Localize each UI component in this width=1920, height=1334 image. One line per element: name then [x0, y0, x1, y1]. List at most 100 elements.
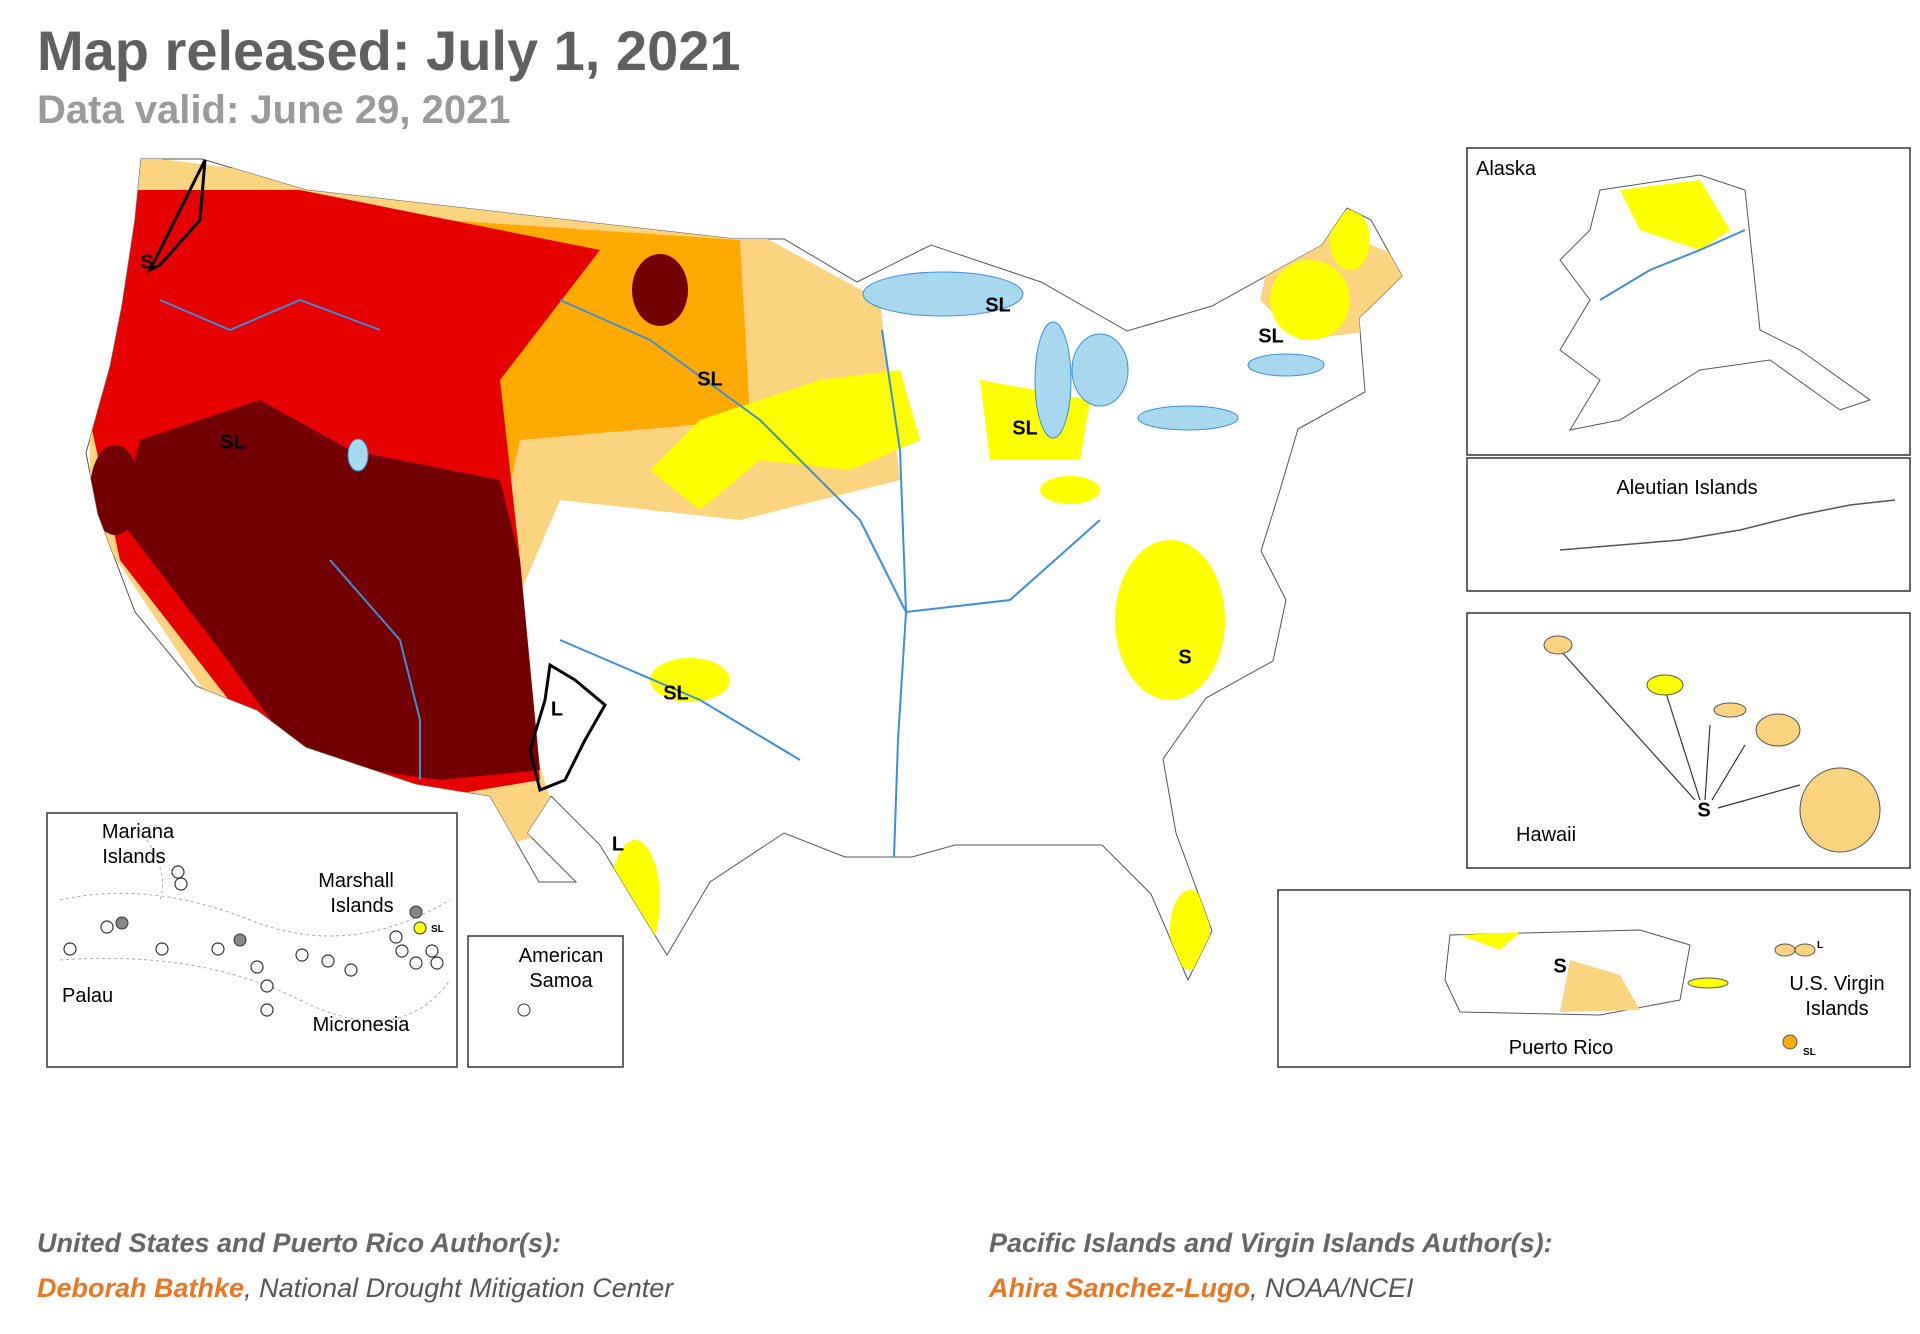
- island-marker: [1782, 1034, 1798, 1050]
- map-line: [559, 639, 801, 761]
- map-area: [1559, 174, 1872, 431]
- island-marker: [171, 865, 185, 879]
- island-marker: [155, 942, 169, 956]
- map-area: [1137, 405, 1239, 431]
- label: Marshall: [318, 870, 394, 892]
- map-area: [1071, 333, 1129, 407]
- label: Palau: [62, 985, 113, 1007]
- map-area: [1646, 674, 1684, 696]
- map-area: [1034, 321, 1072, 439]
- label: SL: [697, 368, 723, 390]
- label: , NOAA/NCEI: [1250, 1273, 1414, 1303]
- label: Pacific Islands and Virgin Islands Autho…: [989, 1228, 1553, 1258]
- island-marker: [260, 1003, 274, 1017]
- island-marker: [413, 921, 427, 935]
- inset-frame: [467, 935, 624, 1068]
- map-labels: S SL SL SL SL SL S SL L L: [140, 251, 1283, 855]
- map-line: [159, 298, 381, 332]
- group: [115, 905, 423, 947]
- map-area: [862, 271, 1024, 317]
- map-area: [1247, 353, 1325, 377]
- footer: United States and Puerto Rico Author(s):…: [37, 1228, 1553, 1303]
- map-area: [632, 254, 688, 326]
- group: [159, 298, 1101, 858]
- map-area: [1560, 960, 1640, 1012]
- island-marker: [233, 933, 247, 947]
- leader-line: [1711, 744, 1746, 801]
- map-area: [1170, 890, 1210, 970]
- label: , National Drought Mitigation Center: [244, 1273, 674, 1303]
- label: L: [1817, 940, 1823, 951]
- island-marker: [115, 916, 129, 930]
- label: S: [1553, 955, 1566, 977]
- label: S: [1697, 799, 1710, 821]
- label: Islands: [102, 846, 165, 868]
- label: L: [551, 698, 563, 720]
- map-area: [1620, 180, 1730, 250]
- title: Map released: July 1, 2021: [37, 19, 741, 82]
- island-marker: [389, 930, 403, 944]
- map-area: [1115, 540, 1225, 700]
- label: U.S. Virgin: [1789, 973, 1884, 995]
- map-area: [1460, 932, 1520, 950]
- boundary-line: [59, 829, 451, 1022]
- label: SL: [1012, 417, 1038, 439]
- label: Hawaii: [1516, 824, 1576, 846]
- map-area: [1270, 260, 1350, 340]
- label: Ahira Sanchez-Lugo: [988, 1273, 1250, 1303]
- label: SL: [431, 924, 444, 935]
- label: L: [612, 833, 624, 855]
- label: SL: [1803, 1047, 1816, 1058]
- map-area: [1543, 635, 1573, 655]
- map-area: [1687, 977, 1729, 989]
- island-marker: [344, 963, 358, 977]
- map-area: [90, 445, 140, 535]
- map-area: [1713, 702, 1747, 718]
- map-area: [1330, 210, 1370, 270]
- island-marker: [250, 960, 264, 974]
- label: SL: [985, 294, 1011, 316]
- aleutian-inset: Aleutian Islands: [1466, 457, 1911, 592]
- label: Alaska: [1476, 158, 1537, 180]
- label: Islands: [330, 895, 393, 917]
- island-marker: [517, 1003, 531, 1017]
- island-marker: [211, 942, 225, 956]
- map-line: [905, 519, 1101, 613]
- label: Islands: [1805, 998, 1868, 1020]
- map-area: [528, 662, 607, 793]
- map-area: [1794, 943, 1816, 957]
- island-marker: [425, 944, 439, 958]
- inset-frame: [46, 812, 458, 1068]
- map-line: [1599, 229, 1746, 301]
- map-line: [329, 559, 421, 780]
- group: [1559, 649, 1801, 809]
- map-area: [1799, 767, 1881, 853]
- alaska-inset: Alaska: [1466, 147, 1911, 456]
- island-marker: [174, 877, 188, 891]
- leader-line: [1559, 649, 1696, 801]
- group: [347, 271, 1325, 472]
- leader-line: [1704, 724, 1711, 801]
- island-marker: [409, 956, 423, 970]
- map-area: [1774, 943, 1796, 957]
- label: Deborah Bathke: [37, 1273, 244, 1303]
- pacific-inset: Mariana Islands Marshall Islands SL Pala…: [46, 812, 458, 1068]
- label: Aleutian Islands: [1616, 477, 1757, 499]
- samoa-inset: American Samoa: [467, 935, 624, 1068]
- map-area: [146, 159, 207, 274]
- label: SL: [1258, 325, 1284, 347]
- island-marker: [260, 979, 274, 993]
- label: SL: [663, 682, 689, 704]
- subtitle: Data valid: June 29, 2021: [37, 88, 511, 132]
- puerto-rico-inset: S Puerto Rico U.S. Virgin Islands L SL: [1277, 889, 1911, 1068]
- island-marker: [100, 920, 114, 934]
- map-area: [650, 658, 730, 702]
- map-area: [1040, 476, 1100, 504]
- map-area: [120, 400, 540, 780]
- label: S: [140, 251, 153, 273]
- map-area: [1755, 713, 1801, 747]
- label: Deborah Bathke, National Drought Mitigat…: [37, 1273, 674, 1303]
- leader-line: [1717, 784, 1801, 809]
